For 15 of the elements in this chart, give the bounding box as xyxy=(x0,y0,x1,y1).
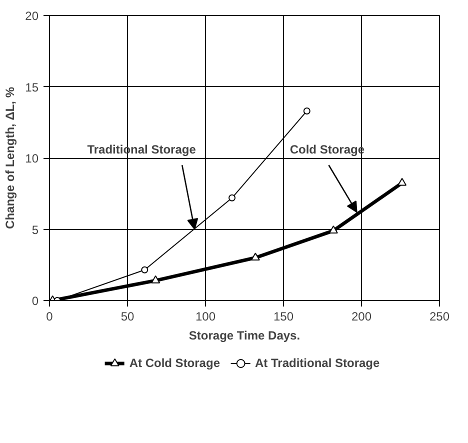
x-tick-label: 50 xyxy=(120,310,134,324)
y-tick-label: 0 xyxy=(32,294,39,308)
y-tick-label: 15 xyxy=(25,80,39,94)
y-tick-label: 10 xyxy=(25,152,39,166)
x-tick-label: 100 xyxy=(195,310,216,324)
x-tick-label: 200 xyxy=(351,310,372,324)
x-axis-title: Storage Time Days. xyxy=(188,328,300,342)
y-axis-title: Change of Length, ΔL, % xyxy=(3,86,18,229)
legend-label: At Cold Storage xyxy=(129,356,220,370)
y-tick-label: 20 xyxy=(25,9,39,23)
x-tick-label: 250 xyxy=(429,310,450,324)
legend-label: At Traditional Storage xyxy=(254,356,380,370)
x-tick-label: 150 xyxy=(273,310,294,324)
y-tick-label: 5 xyxy=(32,222,39,237)
x-tick-label: 0 xyxy=(46,310,54,324)
